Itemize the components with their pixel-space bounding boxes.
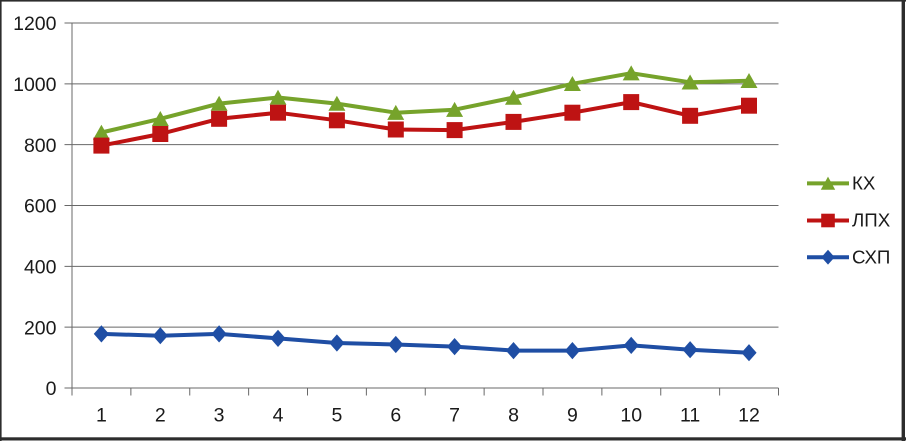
svg-text:800: 800 [24,135,57,157]
svg-text:2: 2 [155,405,166,427]
svg-text:ЛПХ: ЛПХ [852,210,891,231]
svg-text:0: 0 [46,378,57,400]
svg-text:4: 4 [273,405,284,427]
svg-text:11: 11 [680,405,700,427]
svg-text:400: 400 [24,257,57,279]
svg-text:6: 6 [390,405,401,427]
svg-text:12: 12 [738,405,760,427]
svg-text:1000: 1000 [13,74,57,96]
svg-text:10: 10 [620,405,642,427]
svg-text:СХП: СХП [852,246,890,267]
svg-text:200: 200 [24,317,57,339]
svg-text:КХ: КХ [852,173,876,194]
svg-text:600: 600 [24,196,57,218]
svg-text:8: 8 [508,405,519,427]
svg-text:7: 7 [449,405,460,427]
svg-text:1200: 1200 [13,13,57,35]
svg-text:1: 1 [96,405,107,427]
svg-text:3: 3 [214,405,225,427]
svg-text:9: 9 [567,405,578,427]
svg-text:5: 5 [331,405,342,427]
